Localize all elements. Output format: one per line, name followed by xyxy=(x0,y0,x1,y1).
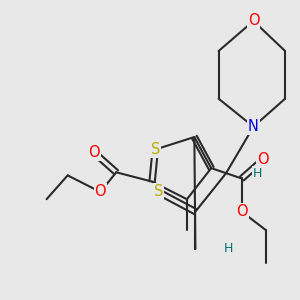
Text: H: H xyxy=(253,167,262,180)
Text: S: S xyxy=(154,184,163,200)
Text: O: O xyxy=(236,204,248,219)
Text: H: H xyxy=(224,242,233,256)
Text: O: O xyxy=(257,152,269,167)
Text: O: O xyxy=(88,145,100,160)
Text: N: N xyxy=(248,119,259,134)
Text: O: O xyxy=(94,184,106,200)
Text: S: S xyxy=(151,142,160,157)
Text: O: O xyxy=(248,14,259,28)
